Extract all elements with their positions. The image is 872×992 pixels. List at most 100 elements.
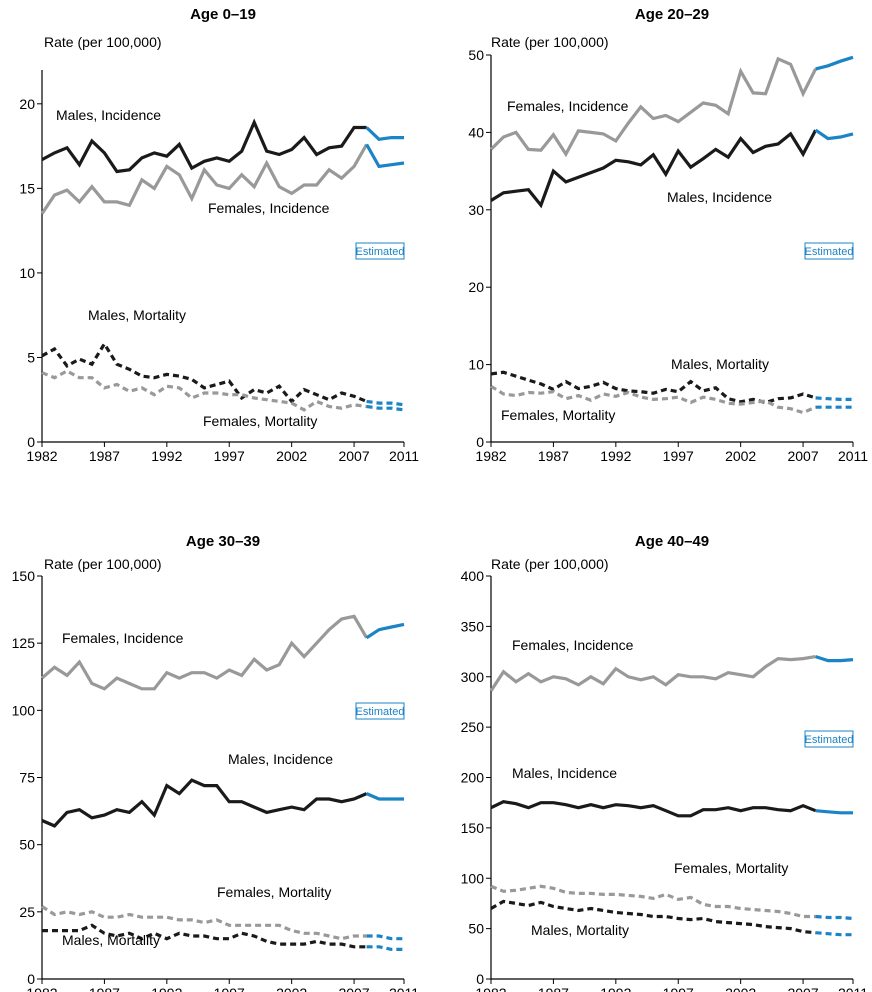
x-tick-label: 2002 [276,448,307,464]
series-estimated-females-incidence [365,622,405,640]
estimated-legend: Estimated [804,242,854,260]
x-tick-label: 1997 [214,448,245,464]
estimated-legend-label: Estimated [356,706,405,718]
x-tick-label: 2011 [389,448,419,464]
series-estimated-males-incidence [365,792,404,801]
y-tick-label: 10 [468,357,484,373]
series-label-males-mortality: Males, Mortality [531,922,629,938]
x-tick-label: 2007 [787,448,818,464]
x-tick-label: 1987 [538,985,569,992]
x-tick-label: 2007 [338,985,369,992]
x-tick-label: 1992 [600,985,631,992]
series-label-males-incidence: Males, Incidence [56,107,161,123]
estimated-legend-box [355,242,405,260]
series-line-males-mortality [490,899,816,935]
series-estimated-males-mortality [366,945,404,952]
y-tick-label: 25 [19,904,35,920]
x-tick-label: 1982 [475,985,506,992]
x-tick-label: 2002 [276,985,307,992]
estimated-legend-label: Estimated [805,734,854,746]
series-label-females-mortality: Females, Mortality [203,413,317,429]
y-tick-label: 400 [461,568,485,584]
y-tick-label: 0 [476,971,484,987]
series-label-males-mortality: Males, Mortality [88,307,186,323]
x-tick-label: 2011 [838,448,868,464]
series-estimated-males-mortality [815,931,853,937]
y-tick-label: 0 [27,434,35,450]
estimated-legend-box [355,702,405,720]
y-tick-label: 20 [468,279,484,295]
chart-title: Age 30–39 [186,533,260,550]
estimated-legend: Estimated [355,702,405,720]
y-tick-label: 350 [461,618,485,634]
x-tick-label: 1982 [26,985,57,992]
y-tick-label: 125 [12,635,36,651]
series-estimated-females-mortality [815,914,854,921]
series-line-males-mortality [41,340,368,404]
series-line-males-incidence [41,118,367,174]
series-label-males-incidence: Males, Incidence [667,189,772,205]
y-tick-label: 50 [468,47,484,63]
y-tick-label: 10 [19,265,35,281]
x-tick-label: 2011 [389,985,419,992]
chart-panel-age-20-29: Age 20–29 Rate (per 100,000) 0 10 20 30 40 50 19… [468,6,868,464]
series-line-females-incidence [40,614,368,691]
series-label-females-incidence: Females, Incidence [512,637,634,653]
series-estimated-females-incidence [815,655,854,663]
y-tick-label: 20 [19,96,35,112]
chart-panel-age-0-19: Age 0–19 Rate (per 100,000) 0 5 10 15 20 1982 19… [19,6,419,464]
series-line-males-mortality [42,923,367,949]
chart-title: Age 40–49 [635,533,709,550]
series-estimated-females-incidence [365,143,405,169]
y-tick-label: 15 [19,180,35,196]
y-axis-label: Rate (per 100,000) [491,556,609,572]
series-line-females-mortality [490,384,817,415]
x-tick-label: 2007 [338,448,369,464]
x-tick-label: 1987 [89,985,120,992]
series-label-females-mortality: Females, Mortality [217,884,331,900]
series-line-females-incidence [489,56,818,158]
y-tick-label: 250 [461,719,485,735]
estimated-legend-box [804,730,854,748]
chart-title: Age 20–29 [635,6,709,23]
y-tick-label: 50 [468,921,484,937]
y-tick-label: 5 [27,349,35,365]
series-estimated-males-incidence [365,126,404,141]
y-axis-label: Rate (per 100,000) [491,34,609,50]
y-tick-label: 100 [461,870,485,886]
y-tick-label: 0 [27,971,35,987]
series-line-females-mortality [41,369,367,412]
series-estimated-males-incidence [814,128,854,141]
estimated-legend-label: Estimated [805,246,854,258]
series-estimated-males-mortality [815,396,853,401]
y-axis-label: Rate (per 100,000) [44,556,162,572]
y-tick-label: 75 [19,770,35,786]
x-tick-label: 1987 [89,448,120,464]
y-tick-label: 100 [12,702,36,718]
x-tick-label: 1987 [538,448,569,464]
series-label-females-incidence: Females, Incidence [62,630,184,646]
series-line-females-incidence [489,655,816,692]
estimated-legend-box [804,242,854,260]
x-tick-label: 1992 [600,448,631,464]
series-label-males-incidence: Males, Incidence [512,765,617,781]
series-label-males-incidence: Males, Incidence [228,751,333,767]
y-tick-label: 300 [461,669,485,685]
y-tick-label: 50 [19,837,35,853]
estimated-legend: Estimated [804,730,854,748]
series-line-females-mortality [490,884,816,919]
y-tick-label: 40 [468,124,484,140]
series-label-females-mortality: Females, Mortality [501,407,615,423]
series-label-males-mortality: Males, Mortality [671,356,769,372]
x-tick-label: 1982 [475,448,506,464]
y-tick-label: 0 [476,434,484,450]
series-line-males-incidence [490,129,818,209]
series-label-females-incidence: Females, Incidence [208,200,330,216]
x-tick-label: 1982 [26,448,57,464]
estimated-legend: Estimated [355,242,405,260]
chart-panel-age-30-39: Age 30–39 Rate (per 100,000) 0 25 50 75 100 125… [12,533,420,992]
y-tick-label: 200 [461,770,485,786]
x-tick-label: 2007 [787,985,818,992]
